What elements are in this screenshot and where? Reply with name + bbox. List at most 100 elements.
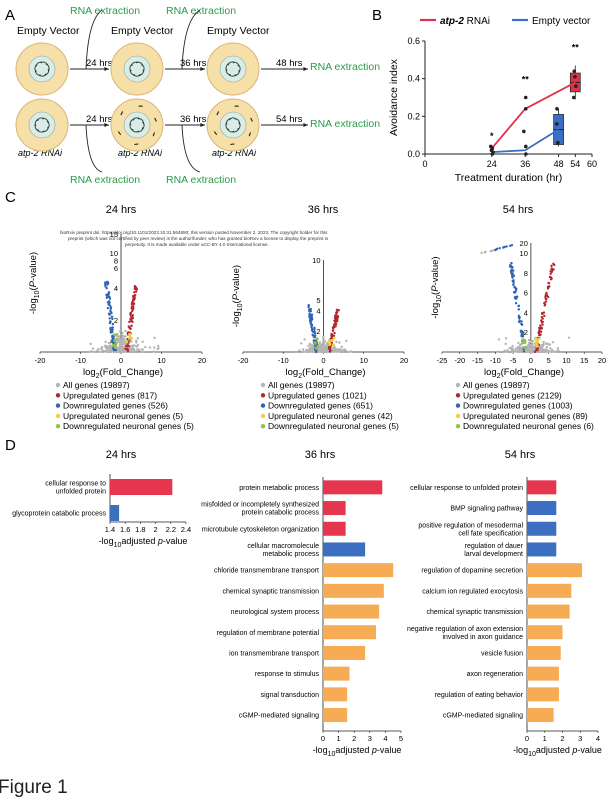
x-tick-label: 60 (587, 159, 597, 169)
go-x-tick-label: 2 (560, 734, 564, 743)
downregulated-point (515, 288, 517, 290)
rna-extraction-right-1: RNA extraction (310, 61, 380, 73)
high-sig-point (505, 245, 507, 247)
go-bar (323, 501, 346, 515)
downregulated-point (313, 327, 315, 329)
preprint-line-3: perpetuity. It is made available under a… (125, 242, 269, 247)
downregulated-point (109, 317, 111, 319)
volcano-x-label: log2(Fold_Change) (83, 367, 163, 380)
go-bar (323, 625, 376, 639)
legend-entry: Upregulated neuronal genes (5) (63, 411, 183, 421)
upregulated-point (549, 273, 551, 275)
upregulated-point (130, 325, 132, 327)
go-term-label: misfolded or incompletely synthesized (201, 502, 319, 509)
x-tick-label: 36 (520, 159, 530, 169)
x-tick-label: 0 (422, 159, 427, 169)
high-sig-point (484, 251, 486, 253)
legend-entry: Upregulated genes (817) (63, 390, 157, 400)
go-bar (323, 605, 379, 619)
preprint-line-2: preprint (which was not certified by pee… (68, 236, 329, 241)
gene-point (528, 342, 530, 344)
legend-entry: Downregulated neuronal genes (5) (63, 421, 194, 431)
downregulated-point (108, 292, 110, 294)
upregulated-point (329, 346, 331, 348)
volcano-x-tick-label: 20 (598, 356, 606, 365)
upregulated-point (547, 296, 549, 298)
downregulated-point (111, 328, 113, 330)
gene-point (141, 341, 143, 343)
legend-marker (456, 383, 460, 387)
panel-label-c: C (5, 189, 16, 206)
gene-point (121, 347, 123, 349)
significance-mark: * (490, 131, 494, 141)
downregulated-point (513, 291, 515, 293)
go-bar (527, 625, 563, 639)
legend-entry: Downregulated neuronal genes (6) (463, 421, 594, 431)
legend-entry: Downregulated neuronal genes (5) (268, 421, 399, 431)
go-term-label: cellular response to unfolded protein (410, 485, 523, 492)
gene-point (119, 350, 121, 352)
downregulated-point (112, 323, 114, 325)
y-tick-label: 0.4 (407, 74, 420, 84)
gene-point (322, 337, 324, 339)
upregulated-point (335, 312, 337, 314)
gene-point (527, 346, 529, 348)
go-term-label: glycoprotein catabolic process (12, 511, 106, 518)
go-bar (527, 480, 556, 494)
arrow-head (303, 123, 308, 127)
go-term-label: response to stimulus (255, 671, 320, 678)
downregulated-point (311, 334, 313, 336)
up-neuronal-point (129, 335, 132, 338)
go-bar (527, 501, 556, 515)
volcano-x-tick-label: -20 (35, 356, 46, 365)
go-bar (527, 605, 570, 619)
gene-point (546, 350, 548, 352)
gene-point (108, 345, 110, 347)
downregulated-point (309, 314, 311, 316)
go-x-tick-label: 1.8 (135, 525, 145, 534)
gene-point (104, 350, 106, 352)
legend-marker (261, 424, 265, 428)
gene-point (541, 350, 543, 352)
gene-point (350, 350, 352, 352)
time-36-top: 36 hrs (180, 58, 207, 69)
volcano-x-tick-label: -5 (510, 356, 517, 365)
upregulated-point (132, 307, 134, 309)
downregulated-point (511, 266, 513, 268)
downregulated-point (109, 328, 111, 330)
down-neuronal-point (112, 344, 115, 347)
downregulated-point (109, 297, 111, 299)
volcano-x-tick-label: 0 (529, 356, 533, 365)
legend-entry: All genes (19897) (63, 380, 130, 390)
legend-marker (456, 393, 460, 397)
legend-marker (261, 403, 265, 407)
gene-point (104, 341, 106, 343)
time-36-bottom: 36 hrs (180, 114, 207, 125)
legend-marker (456, 403, 460, 407)
high-sig-point (503, 246, 505, 248)
go-term-label: axon regeneration (467, 671, 524, 678)
gene-point (302, 351, 304, 353)
bacterial-lawn (220, 56, 246, 82)
gene-point (117, 347, 119, 349)
upregulated-point (332, 327, 334, 329)
high-sig-point (511, 244, 513, 246)
downregulated-point (307, 306, 309, 308)
downregulated-point (107, 307, 109, 309)
y-tick-label: 0.6 (407, 36, 420, 46)
bacterial-lawn (29, 56, 55, 82)
gene-point (335, 341, 337, 343)
go-title: 36 hrs (305, 449, 336, 461)
gene-point (149, 346, 151, 348)
go-term-label: unfolded protein (56, 489, 106, 496)
upregulated-point (550, 265, 552, 267)
volcano-x-tick-label: -10 (490, 356, 501, 365)
volcano-x-label: log2(Fold_Change) (286, 367, 366, 380)
downregulated-point (522, 335, 524, 337)
bacterial-lawn (124, 56, 150, 82)
legend-marker (261, 383, 265, 387)
gene-point (550, 351, 552, 353)
go-term-label: cellular response to (45, 481, 106, 488)
downregulated-point (311, 329, 313, 331)
wandering-worm (230, 144, 234, 145)
